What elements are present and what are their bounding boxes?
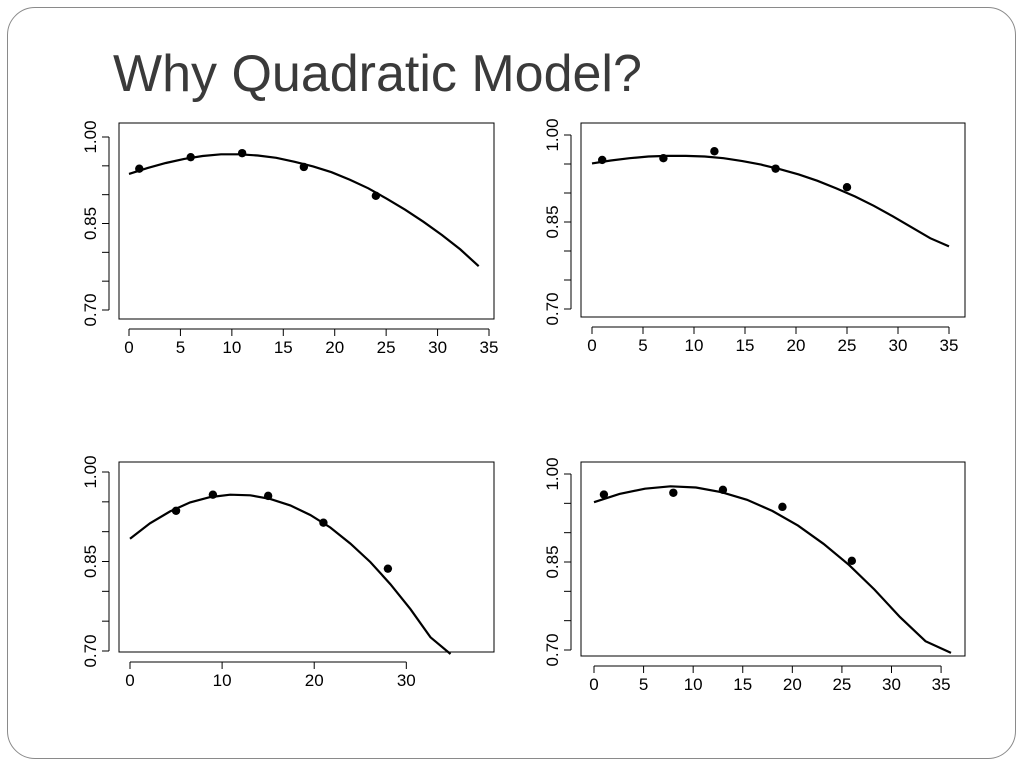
plot-box <box>118 122 495 320</box>
x-tick-label: 15 <box>733 675 752 694</box>
x-tick-label: 35 <box>940 336 959 355</box>
x-tick-label: 20 <box>325 338 344 357</box>
data-point <box>186 152 195 162</box>
x-tick-label: 30 <box>428 338 447 357</box>
x-tick-label: 10 <box>685 336 704 355</box>
x-tick-label: 30 <box>397 671 416 690</box>
data-point <box>383 564 393 573</box>
y-tick-label: 0.85 <box>543 205 562 238</box>
x-tick-label: 15 <box>274 338 293 357</box>
fit-curve <box>593 485 952 654</box>
x-tick-label: 25 <box>377 338 396 357</box>
y-tick-label: 0.70 <box>81 293 100 326</box>
data-point <box>299 162 309 172</box>
slide-frame <box>7 7 1016 759</box>
data-point <box>598 155 607 165</box>
y-tick-label: 0.85 <box>81 545 100 578</box>
x-tick-label: 5 <box>639 675 648 694</box>
x-tick-label: 20 <box>305 671 324 690</box>
data-point <box>263 491 273 501</box>
data-point <box>171 506 181 515</box>
x-tick-label: 5 <box>638 336 647 355</box>
plot-box <box>580 122 966 318</box>
slide-title: Why Quadratic Model? <box>113 45 642 103</box>
y-tick-label: 0.70 <box>81 634 100 667</box>
x-tick-label: 0 <box>124 338 133 357</box>
data-point <box>847 556 857 566</box>
data-point <box>771 164 780 173</box>
data-point <box>208 490 218 499</box>
x-tick-label: 0 <box>589 675 598 694</box>
x-tick-label: 35 <box>480 338 499 357</box>
x-tick-label: 5 <box>176 338 185 357</box>
data-point <box>778 502 787 512</box>
fit-curve <box>129 493 452 655</box>
chart-panel-3: 0 10 20 30 0.70 0.85 1.00 <box>81 455 495 690</box>
chart-panel-1: 0 5 10 15 20 25 30 35 0.70 0.85 1.00 <box>81 120 498 357</box>
data-point <box>718 485 728 495</box>
data-point <box>842 183 852 192</box>
x-tick-label: 0 <box>125 671 134 690</box>
data-point <box>135 164 144 173</box>
x-tick-label: 10 <box>213 671 232 690</box>
x-tick-label: 25 <box>838 336 857 355</box>
fit-curve <box>591 154 950 248</box>
data-point <box>599 490 609 499</box>
data-point <box>710 147 719 156</box>
data-point <box>319 518 328 527</box>
x-tick-label: 30 <box>889 336 908 355</box>
data-point <box>371 191 381 201</box>
x-tick-label: 10 <box>684 675 703 694</box>
x-tick-label: 20 <box>783 675 802 694</box>
plot-box <box>118 461 495 653</box>
plot-box <box>580 461 966 657</box>
y-tick-label: 0.70 <box>543 292 562 325</box>
x-tick-label: 15 <box>736 336 755 355</box>
data-point <box>669 488 678 497</box>
y-tick-label: 0.85 <box>543 545 562 578</box>
y-tick-label: 1.00 <box>543 457 562 490</box>
data-point <box>237 148 247 158</box>
y-tick-label: 1.00 <box>81 455 100 488</box>
y-tick-label: 0.85 <box>81 207 100 240</box>
y-tick-label: 0.70 <box>543 633 562 666</box>
x-tick-label: 20 <box>787 336 806 355</box>
y-tick-label: 1.00 <box>543 118 562 151</box>
x-tick-label: 10 <box>222 338 241 357</box>
y-tick-label: 1.00 <box>81 120 100 153</box>
data-point <box>659 154 668 163</box>
x-tick-label: 0 <box>587 336 596 355</box>
chart-panel-4: 0 5 10 15 20 25 30 35 0.70 0.85 1.00 <box>543 457 966 694</box>
x-tick-label: 30 <box>882 675 901 694</box>
x-tick-label: 35 <box>932 675 951 694</box>
x-tick-label: 25 <box>832 675 851 694</box>
chart-panel-2: 0 5 10 15 20 25 30 35 0.70 0.85 1.00 <box>543 118 966 355</box>
